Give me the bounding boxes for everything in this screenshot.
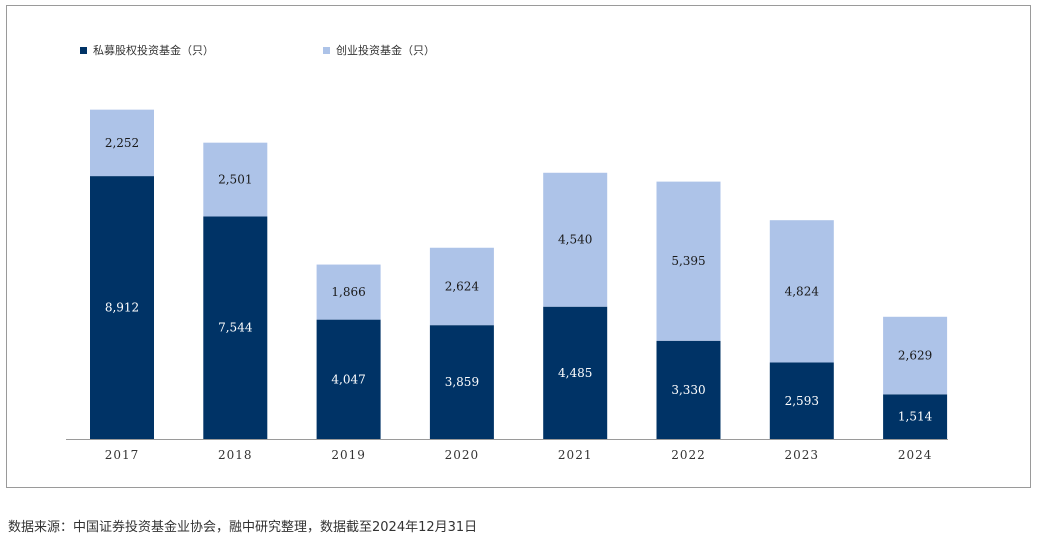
data-label-pe-2023: 2,593: [785, 394, 819, 408]
data-label-vc-2024: 2,629: [898, 349, 932, 363]
data-label-pe-2022: 3,330: [671, 383, 705, 397]
data-label-vc-2020: 2,624: [445, 279, 480, 293]
bar-pe-2024: [883, 394, 948, 439]
legend-item-pe: 私募股权投资基金（只）: [80, 42, 214, 58]
x-tick-label-2020: 2020: [445, 448, 480, 462]
bar-vc-2019: [316, 264, 381, 320]
chart-frame: [6, 5, 1031, 488]
legend-item-vc: 创业投资基金（只）: [323, 42, 435, 58]
legend-swatch-vc: [323, 46, 330, 54]
data-label-vc-2018: 2,501: [218, 173, 252, 187]
bar-vc-2020: [429, 247, 494, 326]
legend-label-vc: 创业投资基金（只）: [336, 44, 435, 57]
bar-pe-2022: [656, 340, 721, 439]
data-label-pe-2020: 3,859: [445, 375, 479, 389]
data-label-pe-2019: 4,047: [331, 372, 365, 386]
bar-vc-2023: [769, 220, 834, 363]
bar-pe-2017: [90, 176, 154, 439]
bar-vc-2021: [543, 172, 608, 307]
x-tick-label-2022: 2022: [671, 448, 706, 462]
bar-vc-2024: [883, 316, 948, 395]
data-label-pe-2021: 4,485: [558, 366, 592, 380]
data-label-pe-2018: 7,544: [218, 321, 253, 335]
data-label-vc-2022: 5,395: [671, 254, 705, 268]
data-label-vc-2019: 1,866: [331, 285, 365, 299]
bar-pe-2019: [316, 319, 381, 439]
source-note: 数据来源：中国证券投资基金业协会，融中研究整理，数据截至2024年12月31日: [8, 520, 478, 535]
data-label-pe-2017: 8,912: [105, 301, 139, 315]
data-label-vc-2017: 2,252: [105, 136, 139, 150]
bar-vc-2018: [203, 142, 268, 217]
bar-vc-2017: [90, 109, 154, 177]
bar-pe-2023: [769, 362, 834, 439]
bar-pe-2021: [543, 306, 608, 439]
x-tick-label-2017: 2017: [105, 448, 140, 462]
data-label-vc-2021: 4,540: [558, 233, 592, 247]
x-tick-label-2018: 2018: [218, 448, 253, 462]
legend-swatch-pe: [80, 46, 87, 54]
x-tick-label-2024: 2024: [898, 448, 933, 462]
x-tick-label-2021: 2021: [558, 448, 593, 462]
bar-vc-2022: [656, 181, 721, 341]
bar-pe-2018: [203, 216, 268, 439]
x-tick-label-2019: 2019: [331, 448, 366, 462]
legend-label-pe: 私募股权投资基金（只）: [93, 44, 214, 57]
bar-chart: 8,912 2,252 2017 7,544 2,501 2018 4,047 1,866 20…: [66, 109, 948, 462]
data-label-pe-2024: 1,514: [898, 410, 933, 424]
bar-pe-2020: [429, 325, 494, 439]
x-tick-label-2023: 2023: [785, 448, 820, 462]
data-label-vc-2023: 4,824: [785, 284, 820, 298]
